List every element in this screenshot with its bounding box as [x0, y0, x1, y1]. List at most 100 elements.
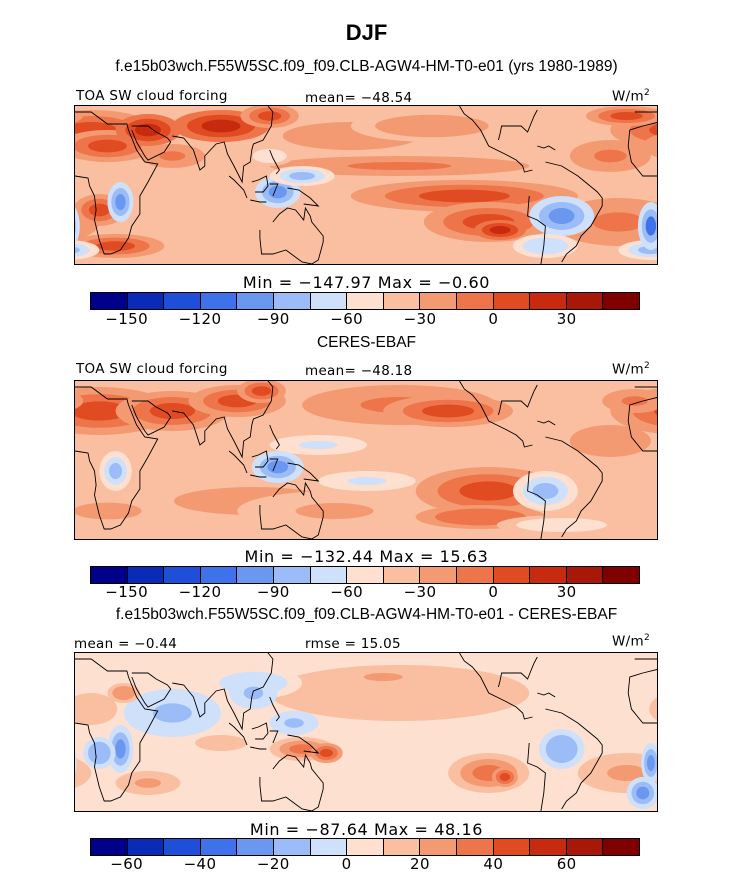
field-contour — [243, 686, 264, 700]
field-contour — [135, 778, 161, 788]
colorbar-tick-label: 0 — [341, 855, 352, 873]
field-contour — [642, 502, 657, 520]
panel-3-map — [74, 652, 658, 812]
field-contour — [75, 246, 80, 254]
field-contour — [454, 512, 507, 522]
field-contour — [75, 751, 77, 775]
coastline — [269, 424, 280, 450]
field-contour — [535, 521, 588, 529]
panel-1-variable-label: TOA SW cloud forcing — [76, 88, 228, 104]
colorbar-swatch — [493, 567, 531, 583]
field-contour — [657, 194, 658, 226]
field-contour — [657, 503, 658, 520]
coastline — [228, 722, 248, 746]
colorbar-tick-label: −30 — [403, 310, 437, 328]
field-contour — [592, 212, 645, 232]
panel-1-min-max: Min = −147.97 Max = −0.60 — [242, 273, 491, 292]
panel-1-map — [74, 105, 658, 265]
colorbar-swatch — [237, 567, 274, 583]
coastline — [131, 400, 172, 436]
coastline — [172, 381, 274, 459]
field-contour — [422, 404, 475, 418]
field-contour — [75, 110, 84, 122]
panel-1-title: f.e15b03wch.F55W5SC.f09_f09.CLB-AGW4-HM-… — [115, 58, 618, 75]
field-contour — [548, 208, 575, 224]
coastline — [131, 125, 172, 161]
coastline — [537, 420, 556, 426]
field-contour — [621, 396, 648, 406]
panel-1-units: W/m2 — [612, 88, 650, 105]
panel-3-colorbar — [90, 838, 640, 856]
coastline — [269, 183, 279, 197]
panel-3-rmse-label: rmse = 15.05 — [305, 636, 401, 652]
colorbar-tick-label: 60 — [556, 855, 577, 873]
coastline — [497, 384, 538, 416]
panel-2-colorbar — [90, 566, 640, 584]
colorbar-swatch — [164, 293, 201, 309]
coastline — [459, 106, 533, 173]
colorbar-swatch — [127, 567, 165, 583]
field-contour — [117, 689, 131, 697]
coastline — [269, 458, 279, 472]
coastline — [75, 111, 159, 255]
colorbar-swatch — [200, 293, 238, 309]
field-contour — [418, 189, 510, 203]
field-contour — [251, 386, 272, 396]
colorbar-tick-label: −40 — [183, 855, 217, 873]
field-contour — [532, 483, 559, 499]
coastline — [131, 672, 172, 708]
field-contour — [319, 749, 333, 757]
coastline — [459, 381, 533, 448]
field-contour — [75, 207, 80, 245]
panel-3-map-field — [75, 653, 657, 811]
field-contour — [75, 401, 129, 421]
coastline — [287, 187, 320, 207]
colorbar-swatch — [530, 567, 567, 583]
field-contour — [284, 718, 304, 728]
panel-3-mean-label: mean = −0.44 — [74, 636, 178, 652]
colorbar-swatch — [310, 839, 348, 855]
panel-3-min-max: Min = −87.64 Max = 48.16 — [249, 820, 484, 839]
field-contour — [87, 506, 127, 516]
coastline — [75, 386, 159, 530]
coastline — [537, 692, 556, 698]
colorbar-swatch — [456, 839, 494, 855]
coastline — [251, 450, 269, 468]
colorbar-swatch — [420, 839, 457, 855]
field-contour — [646, 755, 655, 771]
coastline — [269, 696, 280, 722]
colorbar-swatch — [420, 567, 457, 583]
panel-3-title: f.e15b03wch.F55W5SC.f09_f09.CLB-AGW4-HM-… — [115, 606, 618, 623]
field-contour — [75, 218, 76, 234]
field-contour — [152, 703, 192, 723]
coastline — [627, 111, 657, 177]
colorbar-swatch — [127, 839, 165, 855]
coastline — [251, 175, 269, 193]
field-contour — [295, 503, 374, 519]
colorbar-swatch — [383, 839, 421, 855]
colorbar-swatch — [493, 293, 531, 309]
colorbar-swatch — [91, 839, 128, 855]
colorbar-swatch — [200, 839, 238, 855]
field-contour — [75, 693, 118, 725]
coastline — [172, 106, 274, 184]
field-contour — [347, 681, 452, 705]
colorbar-swatch — [347, 839, 384, 855]
panel-2-variable-label: TOA SW cloud forcing — [76, 361, 228, 377]
field-contour — [201, 119, 241, 133]
field-contour — [267, 460, 289, 474]
coastline — [172, 653, 274, 731]
colorbar-tick-label: 0 — [488, 583, 499, 601]
coastline — [259, 206, 324, 264]
colorbar-swatch — [273, 839, 311, 855]
colorbar-tick-label: −90 — [256, 310, 290, 328]
colorbar-swatch — [456, 567, 494, 583]
colorbar-swatch — [566, 839, 604, 855]
colorbar-swatch — [383, 567, 421, 583]
coastline — [527, 742, 546, 811]
field-contour — [594, 434, 627, 448]
coastline — [250, 199, 267, 203]
coastline — [527, 195, 546, 264]
field-contour — [279, 235, 358, 249]
colorbar-swatch — [237, 839, 274, 855]
